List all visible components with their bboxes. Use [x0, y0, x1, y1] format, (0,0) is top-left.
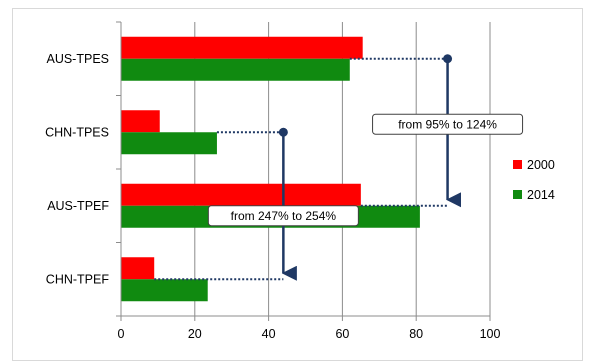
bar: [121, 36, 363, 59]
legend-label: 2000: [527, 158, 555, 172]
x-tick-label: 60: [335, 327, 349, 341]
annotation-dot: [443, 54, 453, 64]
legend-swatch: [513, 190, 522, 199]
legend-label: 2014: [527, 188, 555, 202]
x-tick-label: 80: [409, 327, 423, 341]
legend-swatch: [513, 160, 522, 169]
annotation-label: from 95% to 124%: [398, 117, 497, 131]
bars: [121, 36, 420, 302]
bar: [121, 183, 361, 206]
annotation-box: [207, 205, 359, 227]
category-label: AUS-TPES: [46, 52, 109, 66]
category-label: AUS-TPEF: [47, 199, 109, 213]
annotation-box: [372, 113, 524, 135]
axes: AUS-TPES CHN-TPES AUS-TPEF CHN-TPEF 0 20 40 60 8…: [45, 21, 501, 341]
bar: [121, 279, 208, 302]
x-tick-label: 100: [480, 327, 501, 341]
annotation-label: from 247% to 254%: [231, 209, 337, 223]
x-tick-label: 0: [118, 327, 125, 341]
category-label: CHN-TPEF: [46, 272, 110, 286]
annotation-dot: [278, 127, 288, 137]
bar: [121, 110, 160, 133]
bar: [121, 58, 350, 81]
x-tick-label: 20: [188, 327, 202, 341]
annotations: from 95% to 124% from 247% to 254%: [154, 54, 524, 281]
legend: 2000 2014: [513, 158, 555, 202]
x-tick-label: 40: [262, 327, 276, 341]
category-label: CHN-TPES: [45, 125, 109, 139]
bar: [121, 132, 217, 155]
bar: [121, 257, 155, 280]
